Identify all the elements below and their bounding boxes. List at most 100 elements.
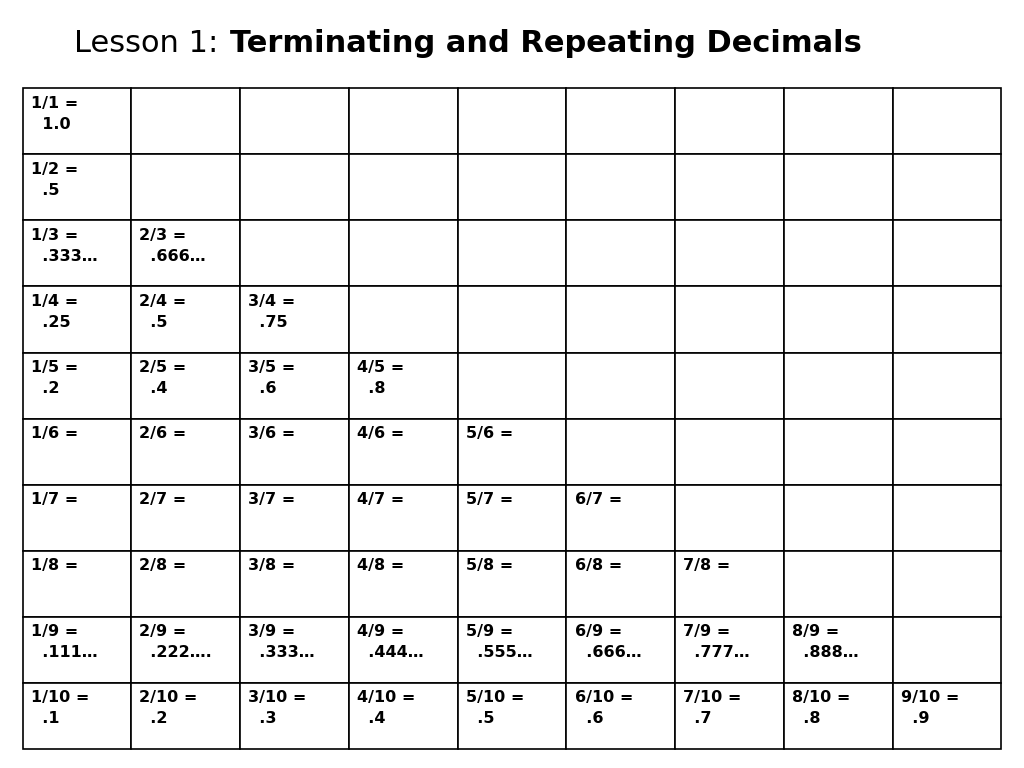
Bar [458,88,566,154]
Text: 5/10 =
  .5: 5/10 = .5 [466,690,524,727]
Bar [675,220,784,286]
Bar [675,353,784,419]
Text: 3/10 =
  .3: 3/10 = .3 [248,690,306,727]
Text: 1/2 =
  .5: 1/2 = .5 [31,162,78,198]
Text: 4/9 =
  .444…: 4/9 = .444… [357,624,424,660]
Bar [784,220,893,286]
Text: 4/10 =
  .4: 4/10 = .4 [357,690,416,727]
Text: 1/5 =
  .2: 1/5 = .2 [31,360,78,396]
Bar [349,220,458,286]
Bar [240,154,349,220]
Text: 2/3 =
  .666…: 2/3 = .666… [139,228,206,264]
Bar [23,617,131,683]
Bar [566,683,675,749]
Bar [131,154,240,220]
Bar [893,286,1001,353]
Bar [240,220,349,286]
Bar [784,88,893,154]
Bar [784,617,893,683]
Text: 8/9 =
  .888…: 8/9 = .888… [793,624,859,660]
Bar [784,683,893,749]
Text: 2/8 =: 2/8 = [139,558,186,574]
Bar [566,551,675,617]
Text: 2/6 =: 2/6 = [139,426,186,442]
Bar [893,551,1001,617]
Bar [566,220,675,286]
Text: 6/9 =
  .666…: 6/9 = .666… [574,624,641,660]
Bar [566,617,675,683]
Text: 3/4 =
  .75: 3/4 = .75 [248,294,296,330]
Bar [349,154,458,220]
Bar [131,419,240,485]
Bar [458,353,566,419]
Bar [893,419,1001,485]
Text: 4/6 =: 4/6 = [357,426,404,442]
Bar [675,88,784,154]
Bar [675,419,784,485]
Bar [784,419,893,485]
Bar [566,88,675,154]
Text: 7/10 =
  .7: 7/10 = .7 [683,690,741,727]
Text: 9/10 =
  .9: 9/10 = .9 [901,690,959,727]
Bar [240,683,349,749]
Text: 1/9 =
  .111…: 1/9 = .111… [31,624,97,660]
Text: 7/8 =: 7/8 = [683,558,730,574]
Text: 3/7 =: 3/7 = [248,492,296,508]
Text: 4/8 =: 4/8 = [357,558,404,574]
Text: 7/9 =
  .777…: 7/9 = .777… [683,624,750,660]
Text: 4/7 =: 4/7 = [357,492,404,508]
Text: 5/7 =: 5/7 = [466,492,513,508]
Bar [458,154,566,220]
Bar [566,353,675,419]
Bar [566,154,675,220]
Text: 4/5 =
  .8: 4/5 = .8 [357,360,404,396]
Bar [893,353,1001,419]
Bar [131,485,240,551]
Text: 2/10 =
  .2: 2/10 = .2 [139,690,198,727]
Text: 5/8 =: 5/8 = [466,558,513,574]
Text: Lesson 1:: Lesson 1: [74,29,227,58]
Bar [675,683,784,749]
Bar [675,485,784,551]
Bar [131,286,240,353]
Bar [131,551,240,617]
Bar [458,419,566,485]
Bar [349,88,458,154]
Text: 6/8 =: 6/8 = [574,558,622,574]
Bar [784,551,893,617]
Text: 1/4 =
  .25: 1/4 = .25 [31,294,78,330]
Text: 2/5 =
  .4: 2/5 = .4 [139,360,186,396]
Bar [23,220,131,286]
Bar [349,353,458,419]
Text: 5/9 =
  .555…: 5/9 = .555… [466,624,532,660]
Bar [23,88,131,154]
Bar [349,286,458,353]
Text: 1/7 =: 1/7 = [31,492,78,508]
Bar [240,485,349,551]
Bar [131,220,240,286]
Bar [240,88,349,154]
Bar [131,88,240,154]
Bar [349,419,458,485]
Bar [23,683,131,749]
Bar [893,220,1001,286]
Bar [675,286,784,353]
Bar [893,154,1001,220]
Text: 6/7 =: 6/7 = [574,492,622,508]
Bar [893,683,1001,749]
Bar [893,88,1001,154]
Bar [675,551,784,617]
Text: 3/9 =
  .333…: 3/9 = .333… [248,624,315,660]
Bar [23,551,131,617]
Bar [784,154,893,220]
Bar [23,353,131,419]
Text: 3/5 =
  .6: 3/5 = .6 [248,360,296,396]
Bar [566,286,675,353]
Bar [240,286,349,353]
Bar [240,353,349,419]
Bar [458,286,566,353]
Bar [893,617,1001,683]
Bar [349,485,458,551]
Bar [458,617,566,683]
Bar [675,154,784,220]
